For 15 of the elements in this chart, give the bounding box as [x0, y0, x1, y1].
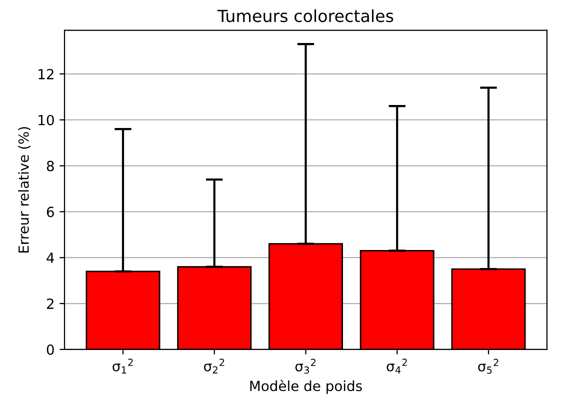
y-tick-label: 8	[46, 160, 54, 172]
y-tick-label: 2	[46, 298, 54, 309]
y-tick-label: 0	[46, 344, 54, 355]
y-tick-label: 10	[38, 114, 54, 126]
x-axis-title: Modèle de poids	[250, 380, 362, 394]
x-tick-label: σ$_{4}$$^{2}$	[386, 358, 407, 374]
y-tick-label: 12	[38, 68, 54, 80]
chart-title: Tumeurs colorectales	[217, 9, 394, 22]
x-tick-label: σ$_{5}$$^{2}$	[478, 358, 498, 374]
y-axis-title: Erreur relative (%)	[18, 127, 31, 252]
y-tick-label: 6	[46, 206, 54, 218]
y-tick-label: 4	[46, 252, 54, 263]
x-tick-label: σ$_{2}$$^{2}$	[204, 358, 224, 374]
x-tick-label: σ$_{3}$$^{2}$	[295, 358, 316, 374]
x-tick-label: σ$_{1}$$^{2}$	[112, 358, 133, 374]
